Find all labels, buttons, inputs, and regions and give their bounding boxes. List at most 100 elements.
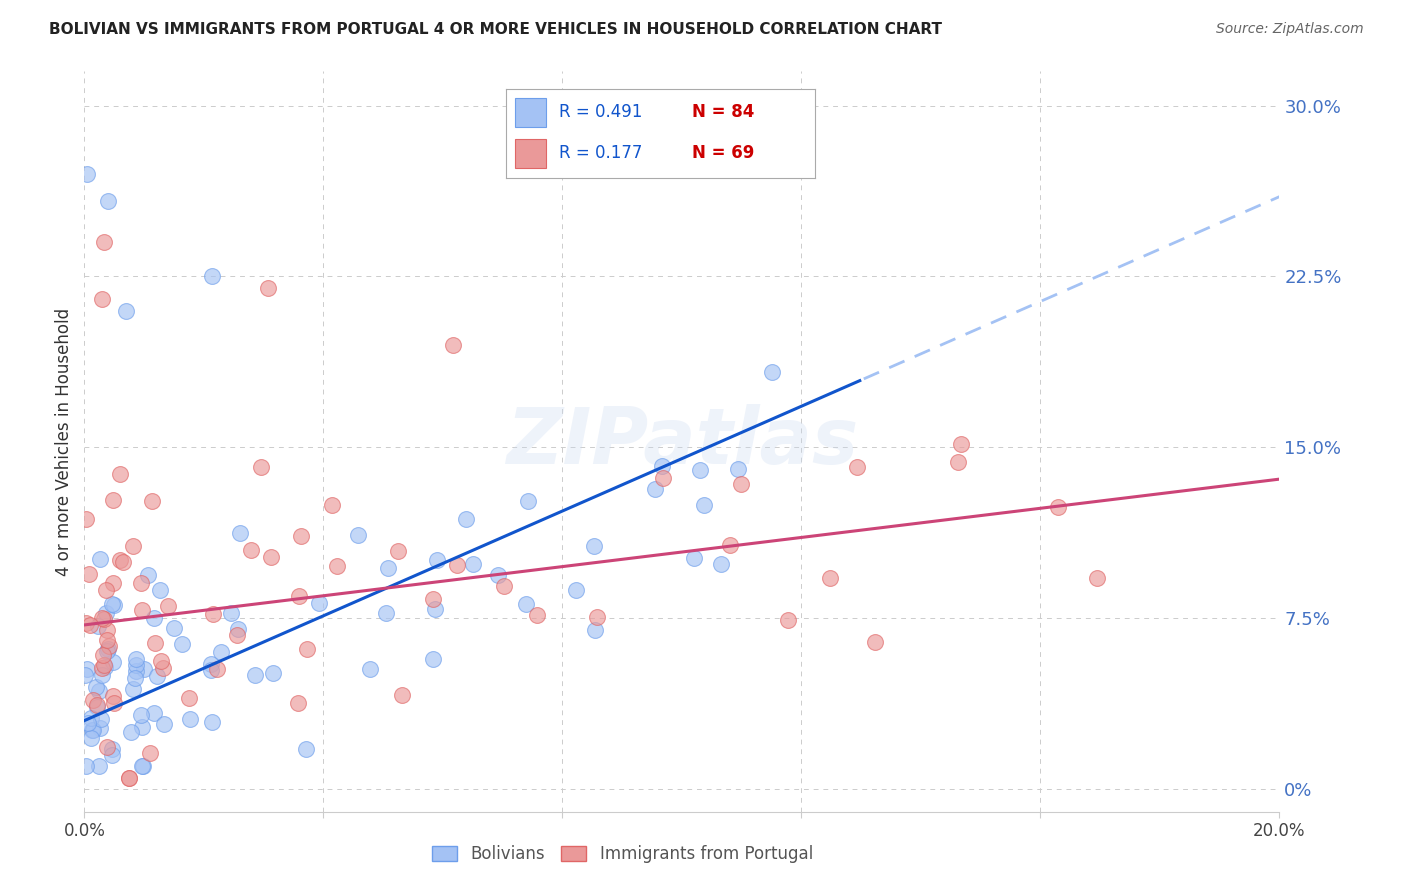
Point: [82, 692, 104, 706]
Point: [492, 579, 515, 593]
Point: [163, 621, 186, 635]
Point: [96, 740, 118, 755]
Point: [101, 576, 124, 591]
Point: [103, 696, 125, 710]
Point: [103, 598, 125, 612]
Point: [172, 637, 194, 651]
Point: [91, 292, 114, 306]
Point: [727, 462, 749, 476]
Point: [84, 680, 107, 694]
Text: N = 84: N = 84: [692, 103, 754, 121]
Point: [226, 622, 249, 636]
Point: [845, 459, 868, 474]
Point: [93, 612, 115, 626]
Point: [91, 661, 114, 675]
Point: [115, 303, 138, 318]
Point: [683, 551, 706, 566]
Text: N = 69: N = 69: [692, 145, 754, 162]
Point: [96, 644, 118, 658]
Point: [93, 657, 115, 672]
Point: [139, 746, 162, 760]
Point: [108, 467, 131, 481]
Point: [818, 571, 841, 585]
Point: [75, 667, 97, 681]
Point: [120, 724, 142, 739]
Point: [201, 607, 224, 622]
Point: [143, 636, 166, 650]
Point: [422, 652, 444, 666]
Point: [153, 717, 176, 731]
Point: [586, 610, 609, 624]
Point: [326, 558, 349, 573]
Point: [249, 460, 271, 475]
Text: ZIPatlas: ZIPatlas: [506, 403, 858, 480]
Point: [146, 669, 169, 683]
Point: [456, 512, 478, 526]
Point: [94, 606, 117, 620]
Point: [89, 721, 111, 735]
Point: [359, 662, 381, 676]
Point: [142, 611, 165, 625]
Point: [689, 463, 711, 477]
Point: [129, 575, 152, 590]
Point: [121, 539, 143, 553]
Point: [245, 668, 267, 682]
Point: [486, 568, 509, 582]
Point: [131, 721, 153, 735]
Point: [377, 561, 399, 575]
Text: R = 0.491: R = 0.491: [558, 103, 643, 121]
Point: [262, 666, 284, 681]
Point: [86, 698, 108, 713]
Point: [259, 550, 281, 565]
Point: [97, 642, 120, 657]
Point: [179, 711, 201, 725]
Y-axis label: 4 or more Vehicles in Household: 4 or more Vehicles in Household: [55, 308, 73, 575]
Point: [150, 655, 173, 669]
Legend: Bolivians, Immigrants from Portugal: Bolivians, Immigrants from Portugal: [425, 838, 820, 870]
Point: [97, 194, 120, 209]
Point: [91, 611, 114, 625]
Point: [101, 655, 124, 669]
Point: [86, 700, 108, 714]
Point: [93, 660, 115, 674]
Point: [97, 639, 120, 653]
Point: [201, 715, 224, 730]
Point: [129, 708, 152, 723]
Point: [239, 543, 262, 558]
Point: [730, 476, 752, 491]
Point: [89, 684, 111, 698]
Point: [122, 681, 145, 696]
Text: R = 0.177: R = 0.177: [558, 145, 643, 162]
Point: [110, 553, 132, 567]
Point: [1085, 571, 1108, 585]
Point: [149, 582, 172, 597]
Point: [294, 741, 316, 756]
Point: [132, 662, 155, 676]
Point: [205, 662, 228, 676]
Point: [143, 706, 166, 721]
Point: [93, 648, 115, 662]
Point: [516, 493, 538, 508]
Point: [391, 688, 413, 702]
Point: [101, 689, 124, 703]
Point: [90, 712, 112, 726]
Point: [125, 652, 148, 666]
Point: [865, 635, 887, 649]
Point: [226, 628, 249, 642]
Point: [82, 723, 104, 738]
Point: [76, 167, 98, 181]
Point: [441, 337, 464, 351]
Point: [1047, 500, 1070, 514]
Point: [89, 552, 111, 566]
Point: [125, 664, 148, 678]
Point: [321, 499, 343, 513]
Point: [387, 544, 409, 558]
Point: [82, 723, 104, 738]
Point: [93, 235, 115, 250]
Point: [297, 642, 319, 657]
Point: [118, 771, 141, 785]
Point: [761, 365, 783, 379]
FancyBboxPatch shape: [516, 98, 547, 127]
Point: [287, 696, 309, 710]
Point: [101, 597, 124, 611]
